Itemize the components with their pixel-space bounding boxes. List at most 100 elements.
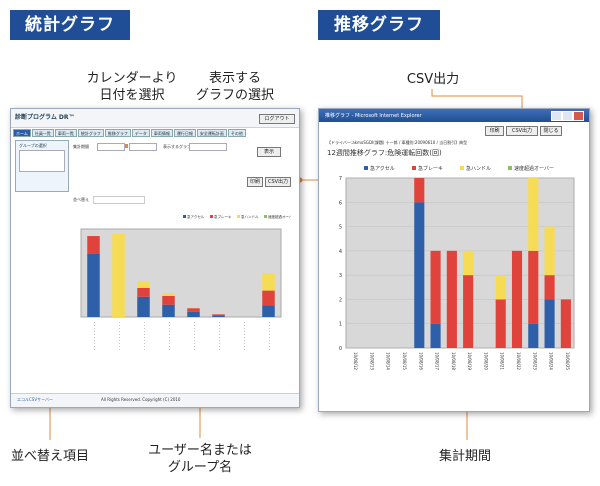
y-tick-6: 6 <box>339 200 342 206</box>
display-button[interactable]: 表示 <box>257 147 281 157</box>
print-button[interactable]: 印刷 <box>485 126 504 136</box>
calendar-icon[interactable] <box>125 144 128 148</box>
right-window-titlebar <box>319 109 589 122</box>
graph-select-label: 表示するグラフ <box>163 144 191 149</box>
callout-sort: 並べ替え項目 <box>10 449 89 464</box>
cat-label-1: ・・・・・・・・・・ <box>118 321 122 351</box>
tab-0[interactable]: ホーム <box>13 129 31 137</box>
bar-7-1 <box>262 290 275 306</box>
legend-swatch-2 <box>460 166 464 170</box>
csv-button-left[interactable]: CSV出力 <box>265 177 291 187</box>
footer-copyright: All Rights Reserved. Copyright (C) 2010 <box>101 397 181 402</box>
footer-left-text: エコルCSVサーバー <box>17 397 54 402</box>
tab-7[interactable]: 運行日報 <box>173 129 196 137</box>
tab-4[interactable]: 推移グラフ <box>104 129 131 137</box>
x-tick-13: 10/08/25 <box>565 352 570 370</box>
bar-4-1 <box>414 178 425 203</box>
bar-7-0 <box>262 305 275 317</box>
legend-label-3: 速度超過オーバー <box>268 214 291 219</box>
group-select-box[interactable] <box>19 150 65 172</box>
y-tick-4: 4 <box>339 249 342 255</box>
cat-label-2: ・・・・・・・・・・ <box>143 321 147 351</box>
callout-calendar: カレンダーより 日付を選択 <box>86 71 178 103</box>
x-tick-3: 10/08/15 <box>402 352 407 370</box>
x-tick-10: 10/08/22 <box>516 352 521 370</box>
window-maximize-button[interactable] <box>562 111 573 121</box>
legend-swatch-0 <box>183 215 186 218</box>
bar-4-2 <box>187 307 200 309</box>
x-tick-4: 10/08/16 <box>418 352 423 370</box>
bar-9-2 <box>495 275 506 300</box>
tab-3[interactable]: 統計グラフ <box>77 129 104 137</box>
tab-9[interactable]: その他 <box>227 129 246 137</box>
cat-label-3: ・・・・・・・・・・ <box>168 321 172 351</box>
legend-label-2: 急ハンドル <box>466 165 491 172</box>
x-tick-2: 10/08/14 <box>386 352 391 370</box>
bar-4-1 <box>187 308 200 312</box>
y-tick-1: 1 <box>339 322 342 328</box>
graph-select[interactable] <box>189 143 227 151</box>
trend-chart: 急アクセル 急ブレーキ 急ハンドル 速度超過オーバー 0 1 2 3 4 5 6 7 10/08/12 1… <box>339 165 575 370</box>
trend-chart-title: 12週間推移グラフ:危険運転回数(回) <box>327 149 442 157</box>
bar-4-0 <box>187 311 200 317</box>
bar-5-1 <box>430 250 441 324</box>
x-tick-7: 10/08/19 <box>467 352 472 370</box>
x-tick-5: 10/08/17 <box>435 352 440 370</box>
bar-2-2 <box>137 281 150 288</box>
legend-label-0: 急アクセル <box>187 214 205 219</box>
bar-3-0 <box>162 304 175 317</box>
x-tick-6: 10/08/18 <box>451 352 456 370</box>
logout-button[interactable]: ログアウト <box>259 114 295 124</box>
bar-7-2 <box>262 273 275 291</box>
period-start-input[interactable] <box>97 143 125 151</box>
bar-12-2 <box>544 226 555 276</box>
bar-6-1 <box>446 250 457 348</box>
bar-5-0 <box>212 315 225 317</box>
x-tick-0: 10/08/12 <box>353 352 358 370</box>
legend-swatch-3 <box>264 215 267 218</box>
bar-10-1 <box>511 250 523 348</box>
app-title: 診断プログラム DR™ <box>15 114 75 121</box>
stats-graph-header: 統計グラフ <box>10 10 130 40</box>
sort-radio-group[interactable] <box>93 196 145 204</box>
tab-2[interactable]: 車両一覧 <box>54 129 77 137</box>
legend-swatch-1 <box>210 215 213 218</box>
trend-info-line: 【ドライバー:akmoSGDI(課題) 十一郎 / 車種別:20090610 /… <box>327 140 468 145</box>
bar-5-0 <box>430 323 441 348</box>
window-close-button[interactable] <box>573 111 584 121</box>
legend-label-2: 急ハンドル <box>241 214 259 219</box>
bar-13-1 <box>560 299 571 348</box>
bar-11-0 <box>528 323 539 348</box>
y-tick-7: 7 <box>339 176 342 182</box>
tab-1[interactable]: 社員一覧 <box>31 129 54 137</box>
print-button-left[interactable]: 印刷 <box>247 177 263 187</box>
csv-export-button[interactable]: CSV出力 <box>506 126 538 136</box>
right-window-title: 推移グラフ - Microsoft Internet Explorer <box>325 113 422 119</box>
x-tick-11: 10/08/23 <box>532 352 537 370</box>
cat-label-5: ・・・・・・・・・・ <box>218 321 222 351</box>
tab-5[interactable]: データ <box>131 129 150 137</box>
callout-graph-select: 表示する グラフの選択 <box>195 71 274 103</box>
y-tick-3: 3 <box>339 273 342 279</box>
bar-7-2 <box>463 250 474 276</box>
close-button[interactable]: 閉じる <box>540 126 562 136</box>
callout-period: 集計期間 <box>438 449 491 464</box>
tab-8[interactable]: 安全運転計画 <box>196 129 227 137</box>
tab-6[interactable]: 車両情報 <box>150 129 173 137</box>
bar-11-2 <box>528 178 539 251</box>
legend-label-1: 急ブレーキ <box>214 214 232 219</box>
cat-label-0: ・・・・・・・・・・ <box>93 321 97 351</box>
stats-graph-window: 診断プログラム DR™ ログアウト ホーム 社員一覧 車両一覧 統計グラフ 推移グラフデ… <box>10 108 300 408</box>
plot-area <box>80 228 282 318</box>
bar-12-0 <box>544 299 555 348</box>
period-label: 集計期間 <box>73 144 89 149</box>
cat-label-6: ・・・・・・・・・・ <box>243 321 247 351</box>
plot-area <box>345 177 575 349</box>
left-tabs: ホーム 社員一覧 車両一覧 統計グラフ 推移グラフ データ 車両情報 運行日報 安全運転計画 その… <box>13 129 246 137</box>
x-tick-12: 10/08/24 <box>549 352 554 370</box>
window-minimize-button[interactable] <box>551 111 562 121</box>
left-footer <box>11 393 299 407</box>
y-tick-2: 2 <box>339 297 342 303</box>
bar-1-2 <box>112 233 125 317</box>
period-end-input[interactable] <box>129 143 157 151</box>
